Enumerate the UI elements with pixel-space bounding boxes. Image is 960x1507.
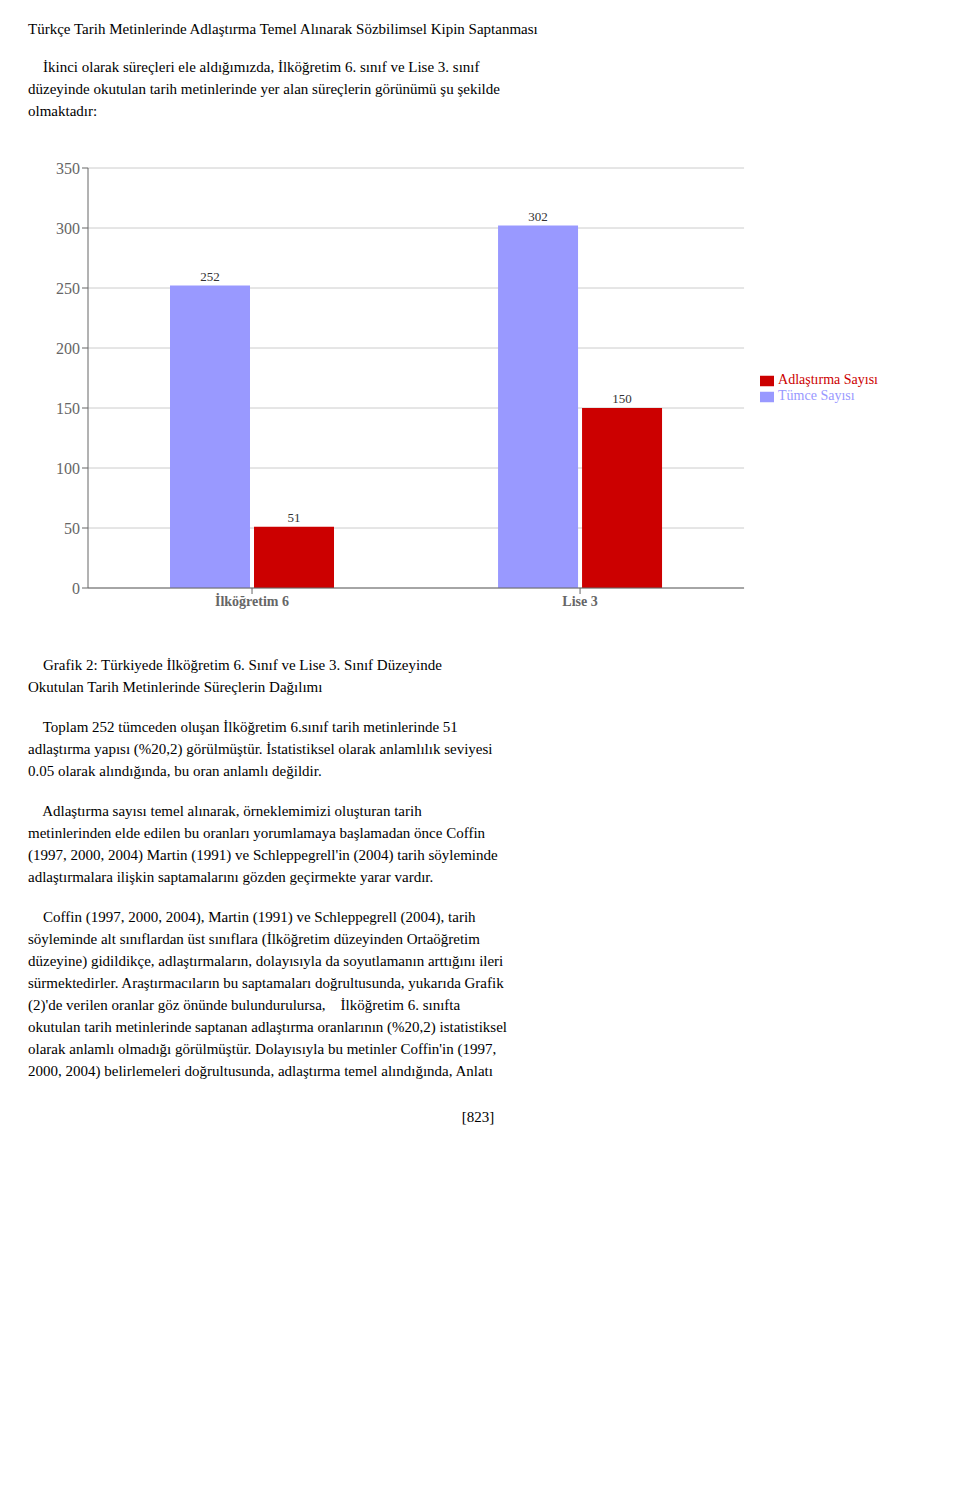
- html-text:metinlerinden elde edilen bu o: metinlerinden elde edilen bu oranları yo…: [28, 825, 486, 841]
- html-text:Okutulan Tarih Metinlerinde Sü: Okutulan Tarih Metinlerinde Süreçlerin D…: [28, 679, 323, 695]
- html-text:(2)'de verilen oranlar göz önü: (2)'de verilen oranlar göz önünde bulund…: [28, 997, 461, 1013]
- svg-text:252: 252: [200, 269, 220, 284]
- html-text:Adlaştırma Sayısı: Adlaştırma Sayısı: [778, 372, 878, 387]
- html-text:Toplam 252 tümceden oluşan İlk: Toplam 252 tümceden oluşan İlköğretim 6.…: [28, 719, 458, 735]
- svg-text:350: 350: [56, 160, 80, 177]
- svg-text:100: 100: [56, 460, 80, 477]
- svg-text:250: 250: [56, 280, 80, 297]
- html-text:olarak anlamlı olmadığı görülm: olarak anlamlı olmadığı görülmüştür. Dol…: [28, 1041, 497, 1057]
- svg-text:Lise 3: Lise 3: [562, 594, 597, 609]
- svg-text:50: 50: [64, 520, 80, 537]
- html-text:adlaştırma yapısı (%20,2) görü: adlaştırma yapısı (%20,2) görülmüştür. İ…: [28, 741, 493, 757]
- html-text:Grafik 2: Türkiyede İlköğretim: Grafik 2: Türkiyede İlköğretim 6. Sınıf …: [28, 657, 442, 673]
- html-text:sürmektedirler. Araştırmacılar: sürmektedirler. Araştırmacıların bu sapt…: [28, 975, 504, 991]
- html-text:adlaştırmalara ilişkin saptama: adlaştırmalara ilişkin saptamalarını göz…: [28, 869, 434, 885]
- html-text:(1997, 2000, 2004) Martin (199: (1997, 2000, 2004) Martin (1991) ve Schl…: [28, 847, 498, 863]
- svg-text:0: 0: [72, 580, 80, 597]
- html-text:Adlaştırma sayısı temel alınar: Adlaştırma sayısı temel alınarak, örnekl…: [28, 803, 422, 819]
- html-text:düzeyine) gidildikçe, adlaştır: düzeyine) gidildikçe, adlaştırmaların, d…: [28, 953, 504, 969]
- html-text:Coffin (1997, 2000, 2004), Mar: Coffin (1997, 2000, 2004), Martin (1991)…: [28, 909, 476, 925]
- html-text:düzeyinde okutulan tarih metin: düzeyinde okutulan tarih metinlerinde ye…: [28, 81, 500, 97]
- svg-text:300: 300: [56, 220, 80, 237]
- html-text:0.05 olarak alındığında, bu or: 0.05 olarak alındığında, bu oran anlamlı…: [28, 763, 322, 779]
- svg-text:51: 51: [288, 510, 301, 525]
- svg-text:200: 200: [56, 340, 80, 357]
- html-text:2000, 2004) belirlemeleri doğr: 2000, 2004) belirlemeleri doğrultusunda,…: [28, 1063, 493, 1079]
- html-text:olmaktadır:: olmaktadır:: [28, 103, 98, 119]
- html-text:söyleminde alt sınıflardan üst: söyleminde alt sınıflardan üst sınıflara…: [28, 931, 480, 947]
- svg-text:302: 302: [528, 209, 548, 224]
- svg-text:150: 150: [56, 400, 80, 417]
- html-text:Tümce Sayısı: Tümce Sayısı: [778, 388, 855, 403]
- html-text:[823]: [823]: [461, 1109, 495, 1125]
- html-text:okutulan tarih metinlerinde sa: okutulan tarih metinlerinde saptanan adl…: [28, 1019, 507, 1035]
- html-text:İkinci olarak süreçleri ele al: İkinci olarak süreçleri ele aldığımızda,…: [28, 59, 480, 75]
- html-text:Türkçe Tarih Metinlerinde Adla: Türkçe Tarih Metinlerinde Adlaştırma Tem…: [28, 21, 538, 37]
- svg-text:İlköğretim 6: İlköğretim 6: [215, 593, 289, 609]
- svg-text:150: 150: [612, 391, 632, 406]
